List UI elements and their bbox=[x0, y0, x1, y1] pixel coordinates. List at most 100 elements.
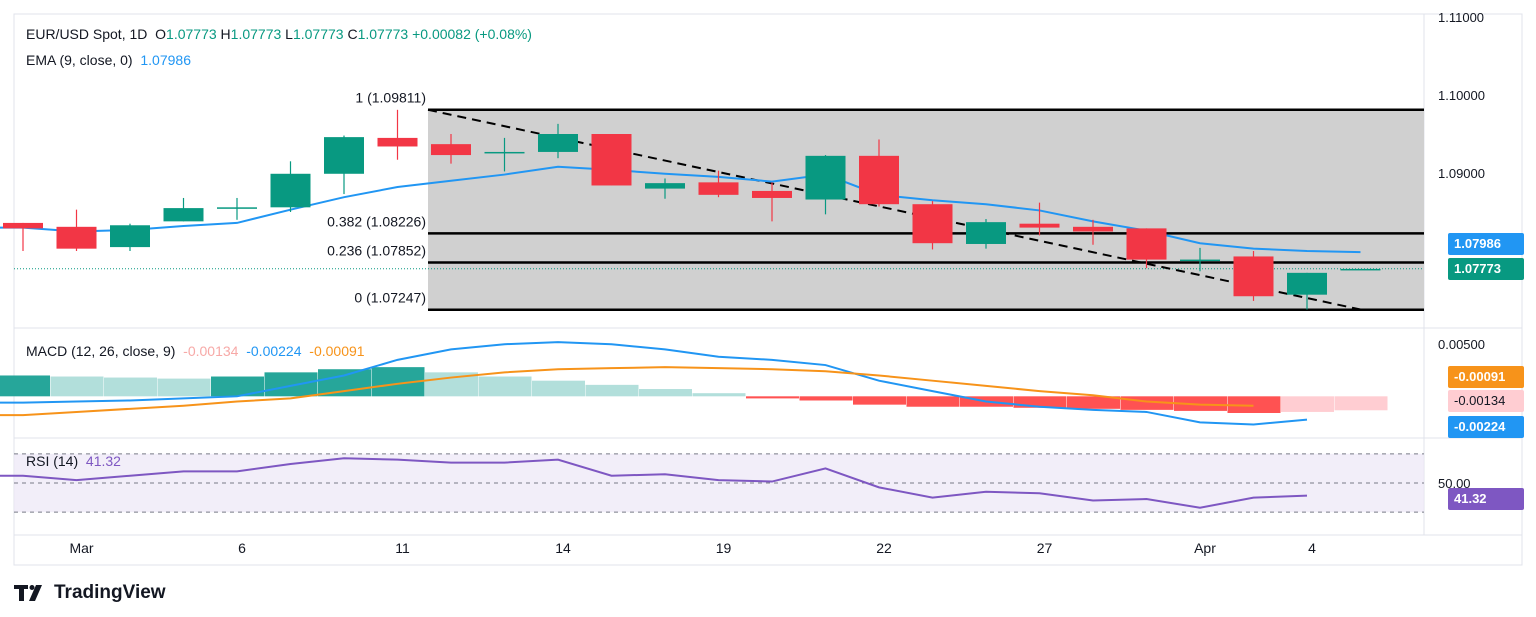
tradingview-logo-icon bbox=[14, 585, 42, 601]
macd-histogram-bar bbox=[1334, 396, 1388, 411]
low-value: 1.07773 bbox=[292, 26, 344, 42]
low-label: L bbox=[285, 26, 293, 42]
high-value: 1.07773 bbox=[230, 26, 282, 42]
macd-hist-value: -0.00134 bbox=[183, 343, 239, 359]
time-axis-tick: 14 bbox=[555, 540, 571, 556]
ema-legend[interactable]: EMA (9, close, 0) 1.07986 bbox=[26, 52, 191, 68]
time-axis-tick: Apr bbox=[1194, 540, 1216, 556]
trendline bbox=[427, 108, 1361, 311]
macd-line-value: -0.00224 bbox=[246, 343, 302, 359]
symbol-title[interactable]: EUR/USD Spot, 1D bbox=[26, 26, 148, 42]
macd-histogram-bar bbox=[532, 380, 585, 397]
candle-up bbox=[1287, 272, 1327, 295]
ema-line bbox=[0, 165, 1361, 254]
macd-histogram-bar bbox=[853, 396, 906, 405]
rsi-tag: 41.32 bbox=[1448, 488, 1524, 510]
macd-line-tag: -0.00224 bbox=[1448, 416, 1524, 438]
candle-up bbox=[270, 173, 311, 208]
rsi-legend[interactable]: RSI (14) 41.32 bbox=[26, 453, 121, 469]
open-label: O bbox=[155, 26, 167, 42]
time-axis-tick: 6 bbox=[238, 540, 246, 556]
candle-up bbox=[1180, 259, 1220, 262]
high-label: H bbox=[220, 26, 231, 42]
macd-histogram-bar bbox=[0, 375, 50, 397]
close-value: 1.07773 bbox=[357, 26, 409, 42]
candle-up bbox=[110, 225, 150, 248]
candle-up bbox=[966, 222, 1006, 244]
macd-histogram-bar bbox=[478, 376, 532, 397]
candle-down bbox=[1019, 223, 1060, 228]
macd-hist-tag: -0.00134 bbox=[1448, 390, 1524, 412]
price-axis-tick: 1.10000 bbox=[1438, 88, 1485, 103]
candle-down bbox=[752, 190, 792, 198]
macd-histogram-bar bbox=[1227, 396, 1281, 413]
macd-histogram-bar bbox=[799, 396, 853, 401]
macd-histogram-bar bbox=[639, 389, 692, 397]
macd-histogram-bar bbox=[1067, 396, 1120, 409]
change-value: +0.00082 (+0.08%) bbox=[412, 26, 532, 42]
rsi-axis-tick: 50.00 bbox=[1438, 476, 1471, 491]
macd-line bbox=[0, 341, 1308, 426]
candle-up bbox=[645, 183, 685, 189]
time-axis-tick: 4 bbox=[1308, 540, 1316, 556]
price-axis-tick: 1.11000 bbox=[1438, 10, 1484, 25]
candle-down bbox=[591, 134, 632, 186]
rsi-value: 41.32 bbox=[85, 453, 121, 469]
ema-price-tag: 1.07986 bbox=[1448, 233, 1524, 255]
candle-down bbox=[431, 144, 471, 156]
macd-histogram-bar bbox=[211, 376, 264, 397]
candle-up bbox=[163, 208, 204, 222]
tradingview-wordmark: TradingView bbox=[54, 582, 166, 603]
candle-down bbox=[56, 226, 97, 249]
candle-up bbox=[538, 134, 578, 152]
candle-down bbox=[912, 204, 953, 244]
time-axis-tick: Mar bbox=[69, 540, 93, 556]
fib-level-label: 0 (1.07247) bbox=[354, 290, 426, 306]
macd-histogram-bar bbox=[264, 372, 318, 397]
candle-down bbox=[377, 137, 418, 147]
candle-down bbox=[3, 222, 43, 229]
macd-histogram-bar bbox=[1013, 396, 1067, 408]
macd-histogram-bar bbox=[104, 377, 157, 397]
close-price-tag: 1.07773 bbox=[1448, 258, 1524, 280]
candle-up bbox=[324, 137, 364, 174]
macd-histogram-bar bbox=[1174, 396, 1227, 411]
price-axis-tick: 1.09000 bbox=[1438, 166, 1485, 181]
macd-histogram-bar bbox=[906, 396, 960, 407]
time-axis-tick: 22 bbox=[876, 540, 892, 556]
open-value: 1.07773 bbox=[166, 26, 217, 42]
rsi-line bbox=[0, 457, 1308, 509]
macd-label: MACD (12, 26, close, 9) bbox=[26, 343, 176, 359]
macd-axis-tick: 0.00500 bbox=[1438, 337, 1485, 352]
time-axis-tick: 27 bbox=[1037, 540, 1053, 556]
macd-histogram-bar bbox=[157, 378, 211, 397]
chart-frame bbox=[13, 13, 1523, 566]
candle-down bbox=[859, 155, 899, 205]
candle-up bbox=[805, 155, 846, 200]
fib-level-label: 0.382 (1.08226) bbox=[327, 213, 426, 229]
ema-value: 1.07986 bbox=[140, 52, 191, 68]
candle-up bbox=[1340, 268, 1381, 271]
macd-signal-line bbox=[0, 366, 1254, 417]
candle-down bbox=[698, 182, 739, 195]
macd-legend[interactable]: MACD (12, 26, close, 9) -0.00134 -0.0022… bbox=[26, 343, 365, 359]
ema-label: EMA (9, close, 0) bbox=[26, 52, 133, 68]
symbol-header: EUR/USD Spot, 1D O1.07773 H1.07773 L1.07… bbox=[26, 26, 532, 42]
macd-histogram-bar bbox=[1281, 396, 1334, 412]
macd-histogram-bar bbox=[50, 376, 104, 397]
candle-down bbox=[1073, 226, 1113, 232]
rsi-label: RSI (14) bbox=[26, 453, 79, 469]
macd-histogram-bar bbox=[746, 396, 799, 399]
macd-histogram-bar bbox=[692, 393, 746, 397]
tradingview-logo[interactable]: TradingView bbox=[14, 582, 166, 604]
time-axis-tick: 11 bbox=[395, 540, 410, 556]
candle-up bbox=[217, 207, 257, 209]
candle-down bbox=[1126, 228, 1167, 260]
macd-signal-tag: -0.00091 bbox=[1448, 366, 1524, 388]
time-axis-tick: 19 bbox=[716, 540, 732, 556]
candle-up bbox=[484, 151, 525, 154]
macd-signal-value: -0.00091 bbox=[309, 343, 365, 359]
fib-level-label: 0.236 (1.07852) bbox=[327, 243, 426, 259]
macd-histogram-bar bbox=[585, 384, 639, 397]
